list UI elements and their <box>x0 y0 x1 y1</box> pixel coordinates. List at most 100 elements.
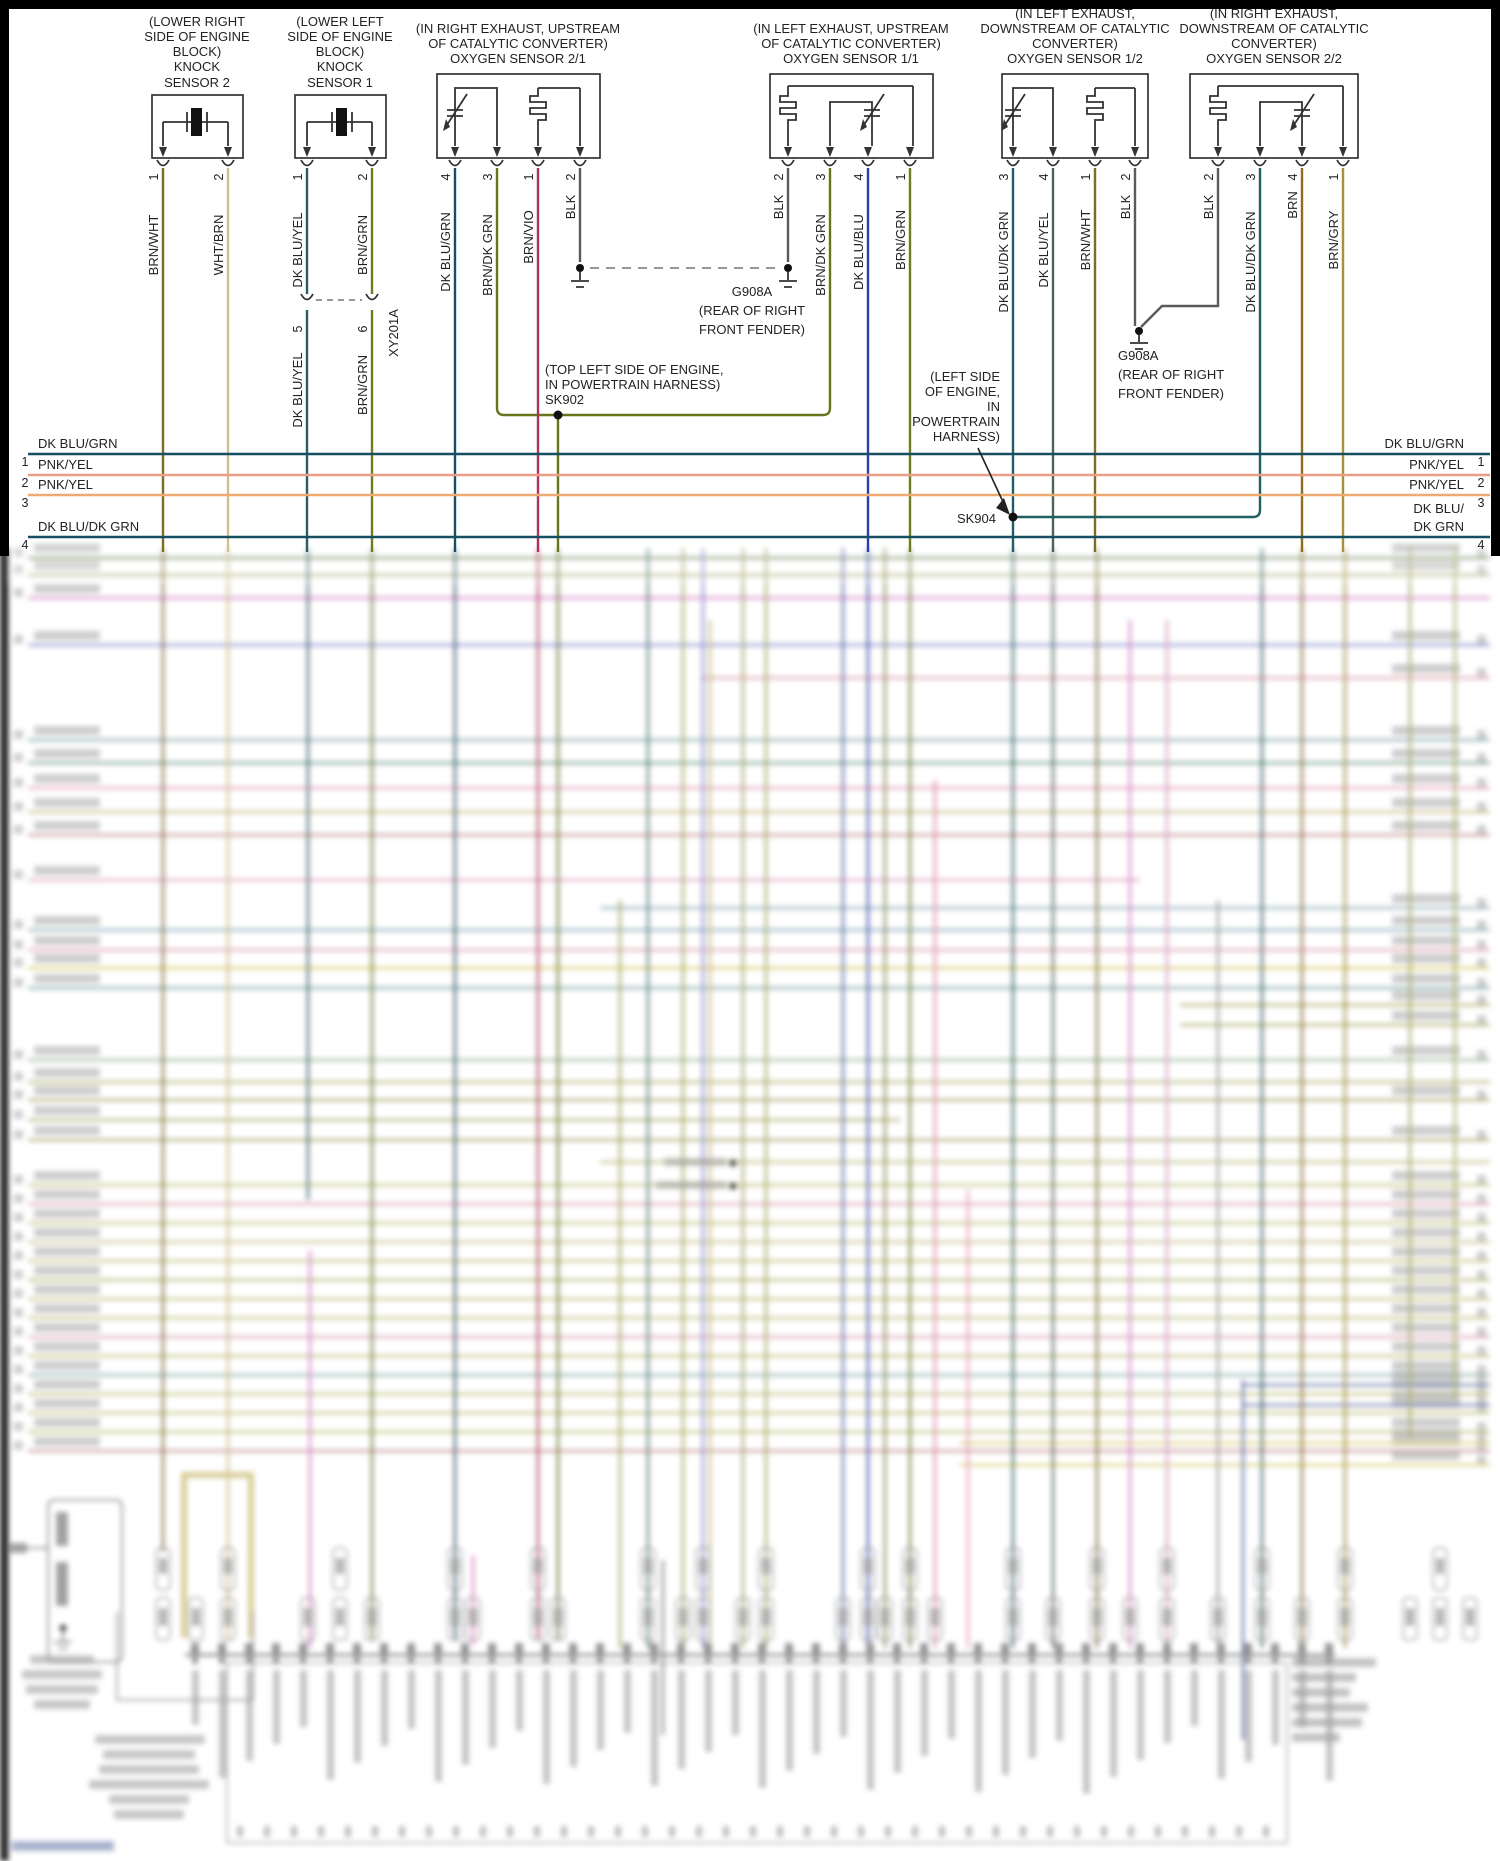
ground-location: (REAR OF RIGHT <box>699 303 805 318</box>
bus-label-right: DK GRN <box>1413 519 1464 534</box>
pin-wire-label: DK BLU/DK GRN <box>1243 211 1258 312</box>
annotations: G908A (REAR OF RIGHT FRONT FENDER) G908A… <box>545 284 1224 526</box>
pin-number: 3 <box>1244 173 1258 180</box>
pin-wire-label: BRN/DK GRN <box>480 214 495 296</box>
title-line: (LOWER LEFT <box>296 14 383 29</box>
title-line: CONVERTER) <box>1032 36 1118 51</box>
pin-number: 1 <box>1079 173 1093 180</box>
ground-location: FRONT FENDER) <box>1118 386 1224 401</box>
sensor-element-icon <box>1290 93 1315 131</box>
pin-number: 2 <box>772 173 786 180</box>
title-line: OXYGEN SENSOR 2/1 <box>450 51 586 66</box>
splice-location: IN <box>987 399 1000 414</box>
pin-number: 3 <box>997 173 1011 180</box>
title-line: (IN LEFT EXHAUST, UPSTREAM <box>753 21 949 36</box>
bus-labels: DK BLU/GRN PNK/YEL PNK/YEL DK BLU/DK GRN… <box>22 436 1485 552</box>
splice-location: POWERTRAIN <box>912 414 1000 429</box>
oxygen-sensor-2-1 <box>436 73 601 167</box>
pin-wire-label: DK BLU/YEL <box>1036 212 1051 287</box>
ground-g908a-left <box>571 264 797 288</box>
pin-number: 2 <box>356 173 370 180</box>
pin-wire-label: BRN/DK GRN <box>813 214 828 296</box>
title-line: OF CATALYTIC CONVERTER) <box>761 36 941 51</box>
pin-wire-label: BLK <box>563 194 578 219</box>
splice-location: IN POWERTRAIN HARNESS) <box>545 377 720 392</box>
pin-number: 4 <box>1037 173 1051 180</box>
pin-wire-label: BRN/GRY <box>1326 210 1341 269</box>
pin-number: 2 <box>212 173 226 180</box>
title-line: OF CATALYTIC CONVERTER) <box>428 36 608 51</box>
sensor-element-icon <box>443 93 468 131</box>
pin-wire-label: BRN/WHT <box>146 215 161 276</box>
pin-number: 2 <box>1202 173 1216 180</box>
pin-number: 1 <box>522 173 536 180</box>
pin-number: 2 <box>1119 173 1133 180</box>
splice-location: OF ENGINE, <box>925 384 1000 399</box>
component-titles: (LOWER RIGHT SIDE OF ENGINE BLOCK) KNOCK… <box>144 6 1368 90</box>
piezo-element-icon <box>336 108 347 136</box>
splice-label: SK902 <box>545 392 584 407</box>
splice-sk902-dot <box>553 410 563 420</box>
blurred-wiring-region <box>0 544 1491 1861</box>
title-line: DOWNSTREAM OF CATALYTIC <box>980 21 1169 36</box>
title-line: KNOCK <box>317 59 364 74</box>
bus-label-left: DK BLU/GRN <box>38 436 117 451</box>
sensor-wires <box>161 168 1345 552</box>
pin-wire-label: DK BLU/BLU <box>851 214 866 290</box>
bus-label-right: DK BLU/GRN <box>1385 436 1464 451</box>
title-line: SIDE OF ENGINE <box>144 29 250 44</box>
splice-sk904-dot <box>1008 512 1018 522</box>
pin-number: 4 <box>439 173 453 180</box>
title-line: (LOWER RIGHT <box>149 14 245 29</box>
pin-number: 1 <box>147 173 161 180</box>
bus-wires <box>28 452 1490 539</box>
sensor-element-icon <box>860 93 885 131</box>
pin-number: 1 <box>291 173 305 180</box>
ground-label: G908A <box>732 284 773 299</box>
title-line: KNOCK <box>174 59 221 74</box>
pin-number: 6 <box>356 325 370 332</box>
title-line: OXYGEN SENSOR 2/2 <box>1206 51 1342 66</box>
bus-label-left: PNK/YEL <box>38 477 93 492</box>
knock-sensor-2 <box>151 94 244 167</box>
pin-number: 4 <box>852 173 866 180</box>
piezo-element-icon <box>191 108 202 136</box>
pin-number: 5 <box>291 325 305 332</box>
sk904-pointer <box>977 447 1010 515</box>
heater-element-icon <box>1209 86 1227 146</box>
title-line: CONVERTER) <box>1231 36 1317 51</box>
pin-wire-label: WHT/BRN <box>211 215 226 276</box>
bus-number-left: 2 <box>22 476 29 490</box>
ground-g908a-right <box>1130 327 1148 350</box>
pin-number: 3 <box>481 173 495 180</box>
pin-labels: 1 BRN/WHT 2 WHT/BRN 1 DK BLU/YEL 2 BRN/G… <box>146 173 1341 427</box>
oxygen-sensor-2-2 <box>1189 73 1359 167</box>
heater-element-icon <box>529 88 547 146</box>
left-border <box>0 0 9 556</box>
pin-wire-label: BRN/WHT <box>1078 210 1093 271</box>
title-line: (IN RIGHT EXHAUST, <box>1210 6 1338 21</box>
pin-number: 2 <box>564 173 578 180</box>
pin-wire-label: BRN/VIO <box>521 210 536 263</box>
pin-wire-label: BRN/GRN <box>355 215 370 275</box>
knock-sensor-1 <box>294 94 387 167</box>
pin-wire-label: BLK <box>1118 194 1133 219</box>
bus-number-right: 3 <box>1478 496 1485 510</box>
bus-number-right: 2 <box>1478 476 1485 490</box>
pin-number: 4 <box>1286 173 1300 180</box>
bus-number-left: 1 <box>22 455 29 469</box>
splice-location: (LEFT SIDE <box>930 369 1000 384</box>
ground-label: G908A <box>1118 348 1159 363</box>
oxygen-sensor-1-2 <box>1001 73 1149 167</box>
pin-number: 1 <box>1327 173 1341 180</box>
pin-wire-label: DK BLU/GRN <box>438 212 453 291</box>
ground-location: FRONT FENDER) <box>699 322 805 337</box>
pin-wire-label: BLK <box>1201 194 1216 219</box>
bus-label-right: PNK/YEL <box>1409 457 1464 472</box>
pin-wire-label: BRN <box>1285 191 1300 218</box>
splice-location: (TOP LEFT SIDE OF ENGINE, <box>545 362 723 377</box>
bus-number-left: 4 <box>22 538 29 552</box>
splice-label: SK904 <box>957 511 996 526</box>
